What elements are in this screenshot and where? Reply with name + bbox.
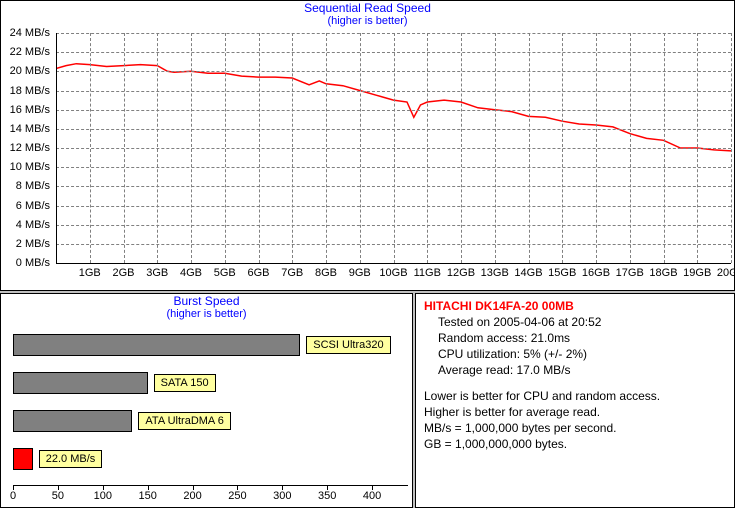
gridline-v	[697, 33, 698, 263]
gridline-v	[461, 33, 462, 263]
x-tick-label: 12GB	[446, 267, 476, 279]
bar-axis-tick-label: 0	[10, 490, 16, 502]
gridline-v	[225, 33, 226, 263]
bar-row: SATA 150	[13, 368, 408, 400]
bar-axis-tick-label: 100	[94, 490, 112, 502]
x-tick-label: 5GB	[210, 267, 240, 279]
bar-x-axis: 0 50 100 150 200 250 300 350 400	[13, 485, 408, 501]
gridline-v	[90, 33, 91, 263]
bar-axis-tick-label: 150	[138, 490, 156, 502]
x-tick-label: 20GB	[716, 267, 735, 279]
y-tick-label: 18 MB/s	[2, 85, 50, 97]
info-note3: MB/s = 1,000,000 bytes per second.	[424, 420, 726, 436]
x-tick-label: 15GB	[547, 267, 577, 279]
info-text-block: HITACHI DK14FA-20 00MB Tested on 2005-04…	[416, 294, 734, 456]
info-random: Random access: 21.0ms	[424, 330, 726, 346]
gridline-v	[630, 33, 631, 263]
x-tick-label: 19GB	[682, 267, 712, 279]
x-tick-label: 1GB	[75, 267, 105, 279]
burst-chart-subtitle: (higher is better)	[1, 308, 412, 320]
gridline-v	[124, 33, 125, 263]
y-axis-line	[56, 33, 57, 263]
x-tick-label: 10GB	[379, 267, 409, 279]
gridline-v	[394, 33, 395, 263]
bar-row: ATA UltraDMA 6	[13, 406, 408, 438]
y-tick-label: 24 MB/s	[2, 27, 50, 39]
bar-rect	[13, 448, 33, 470]
y-tick-label: 4 MB/s	[2, 219, 50, 231]
info-tested: Tested on 2005-04-06 at 20:52	[424, 314, 726, 330]
top-chart-subtitle: (higher is better)	[1, 15, 734, 27]
sequential-read-chart-panel: Sequential Read Speed (higher is better)…	[0, 0, 735, 291]
info-cpu: CPU utilization: 5% (+/- 2%)	[424, 346, 726, 362]
bar-axis-tick-label: 50	[52, 490, 64, 502]
x-tick-label: 14GB	[514, 267, 544, 279]
x-tick-label: 11GB	[412, 267, 442, 279]
bar-axis-tick-label: 300	[273, 490, 291, 502]
gridline-v	[596, 33, 597, 263]
y-tick-label: 0 MB/s	[2, 257, 50, 269]
bar-axis-tick-label: 400	[363, 490, 381, 502]
gridline-v	[191, 33, 192, 263]
burst-speed-chart-panel: Burst Speed (higher is better) SCSI Ultr…	[0, 293, 413, 508]
y-tick-label: 6 MB/s	[2, 200, 50, 212]
line-plot-area	[56, 33, 731, 263]
bar-plot-area: SCSI Ultra320 SATA 150 ATA UltraDMA 6 22.0 …	[13, 330, 408, 488]
burst-chart-title: Burst Speed	[1, 294, 412, 308]
y-tick-label: 2 MB/s	[2, 238, 50, 250]
y-tick-label: 10 MB/s	[2, 161, 50, 173]
bar-label: ATA UltraDMA 6	[138, 412, 230, 430]
bar-row: SCSI Ultra320	[13, 330, 408, 362]
drive-name: HITACHI DK14FA-20 00MB	[424, 298, 726, 314]
bar-rect	[13, 410, 132, 432]
gridline-v	[326, 33, 327, 263]
y-tick-label: 8 MB/s	[2, 180, 50, 192]
bar-label: 22.0 MB/s	[39, 450, 103, 468]
y-tick-label: 22 MB/s	[2, 46, 50, 58]
gridline-v	[427, 33, 428, 263]
gridline-v	[529, 33, 530, 263]
gridline-v	[731, 33, 732, 263]
x-tick-label: 3GB	[142, 267, 172, 279]
top-chart-title: Sequential Read Speed	[1, 1, 734, 15]
gridline-v	[664, 33, 665, 263]
bar-axis-tick-label: 250	[228, 490, 246, 502]
bar-axis-tick-label: 350	[318, 490, 336, 502]
gridline-v	[495, 33, 496, 263]
gridline-v	[259, 33, 260, 263]
info-note4: GB = 1,000,000,000 bytes.	[424, 436, 726, 452]
bar-rect	[13, 372, 148, 394]
bar-rect	[13, 334, 300, 356]
x-tick-label: 18GB	[649, 267, 679, 279]
x-tick-label: 16GB	[581, 267, 611, 279]
x-tick-label: 7GB	[277, 267, 307, 279]
x-tick-label: 9GB	[345, 267, 375, 279]
info-avgread: Average read: 17.0 MB/s	[424, 362, 726, 378]
x-tick-label: 8GB	[311, 267, 341, 279]
gridline-h	[56, 263, 731, 264]
gridline-v	[562, 33, 563, 263]
y-tick-label: 20 MB/s	[2, 65, 50, 77]
gridline-v	[157, 33, 158, 263]
x-tick-label: 2GB	[109, 267, 139, 279]
x-tick-label: 4GB	[176, 267, 206, 279]
x-tick-label: 17GB	[615, 267, 645, 279]
x-tick-label: 13GB	[480, 267, 510, 279]
info-note1: Lower is better for CPU and random acces…	[424, 388, 726, 404]
gridline-v	[360, 33, 361, 263]
info-note2: Higher is better for average read.	[424, 404, 726, 420]
x-tick-label: 6GB	[244, 267, 274, 279]
y-tick-label: 12 MB/s	[2, 142, 50, 154]
bar-label: SCSI Ultra320	[306, 336, 390, 354]
bar-axis-tick-label: 200	[183, 490, 201, 502]
y-tick-label: 14 MB/s	[2, 123, 50, 135]
drive-info-panel: HITACHI DK14FA-20 00MB Tested on 2005-04…	[415, 293, 735, 508]
y-tick-label: 16 MB/s	[2, 104, 50, 116]
bar-label: SATA 150	[154, 374, 216, 392]
gridline-v	[292, 33, 293, 263]
bar-row: 22.0 MB/s	[13, 444, 408, 476]
